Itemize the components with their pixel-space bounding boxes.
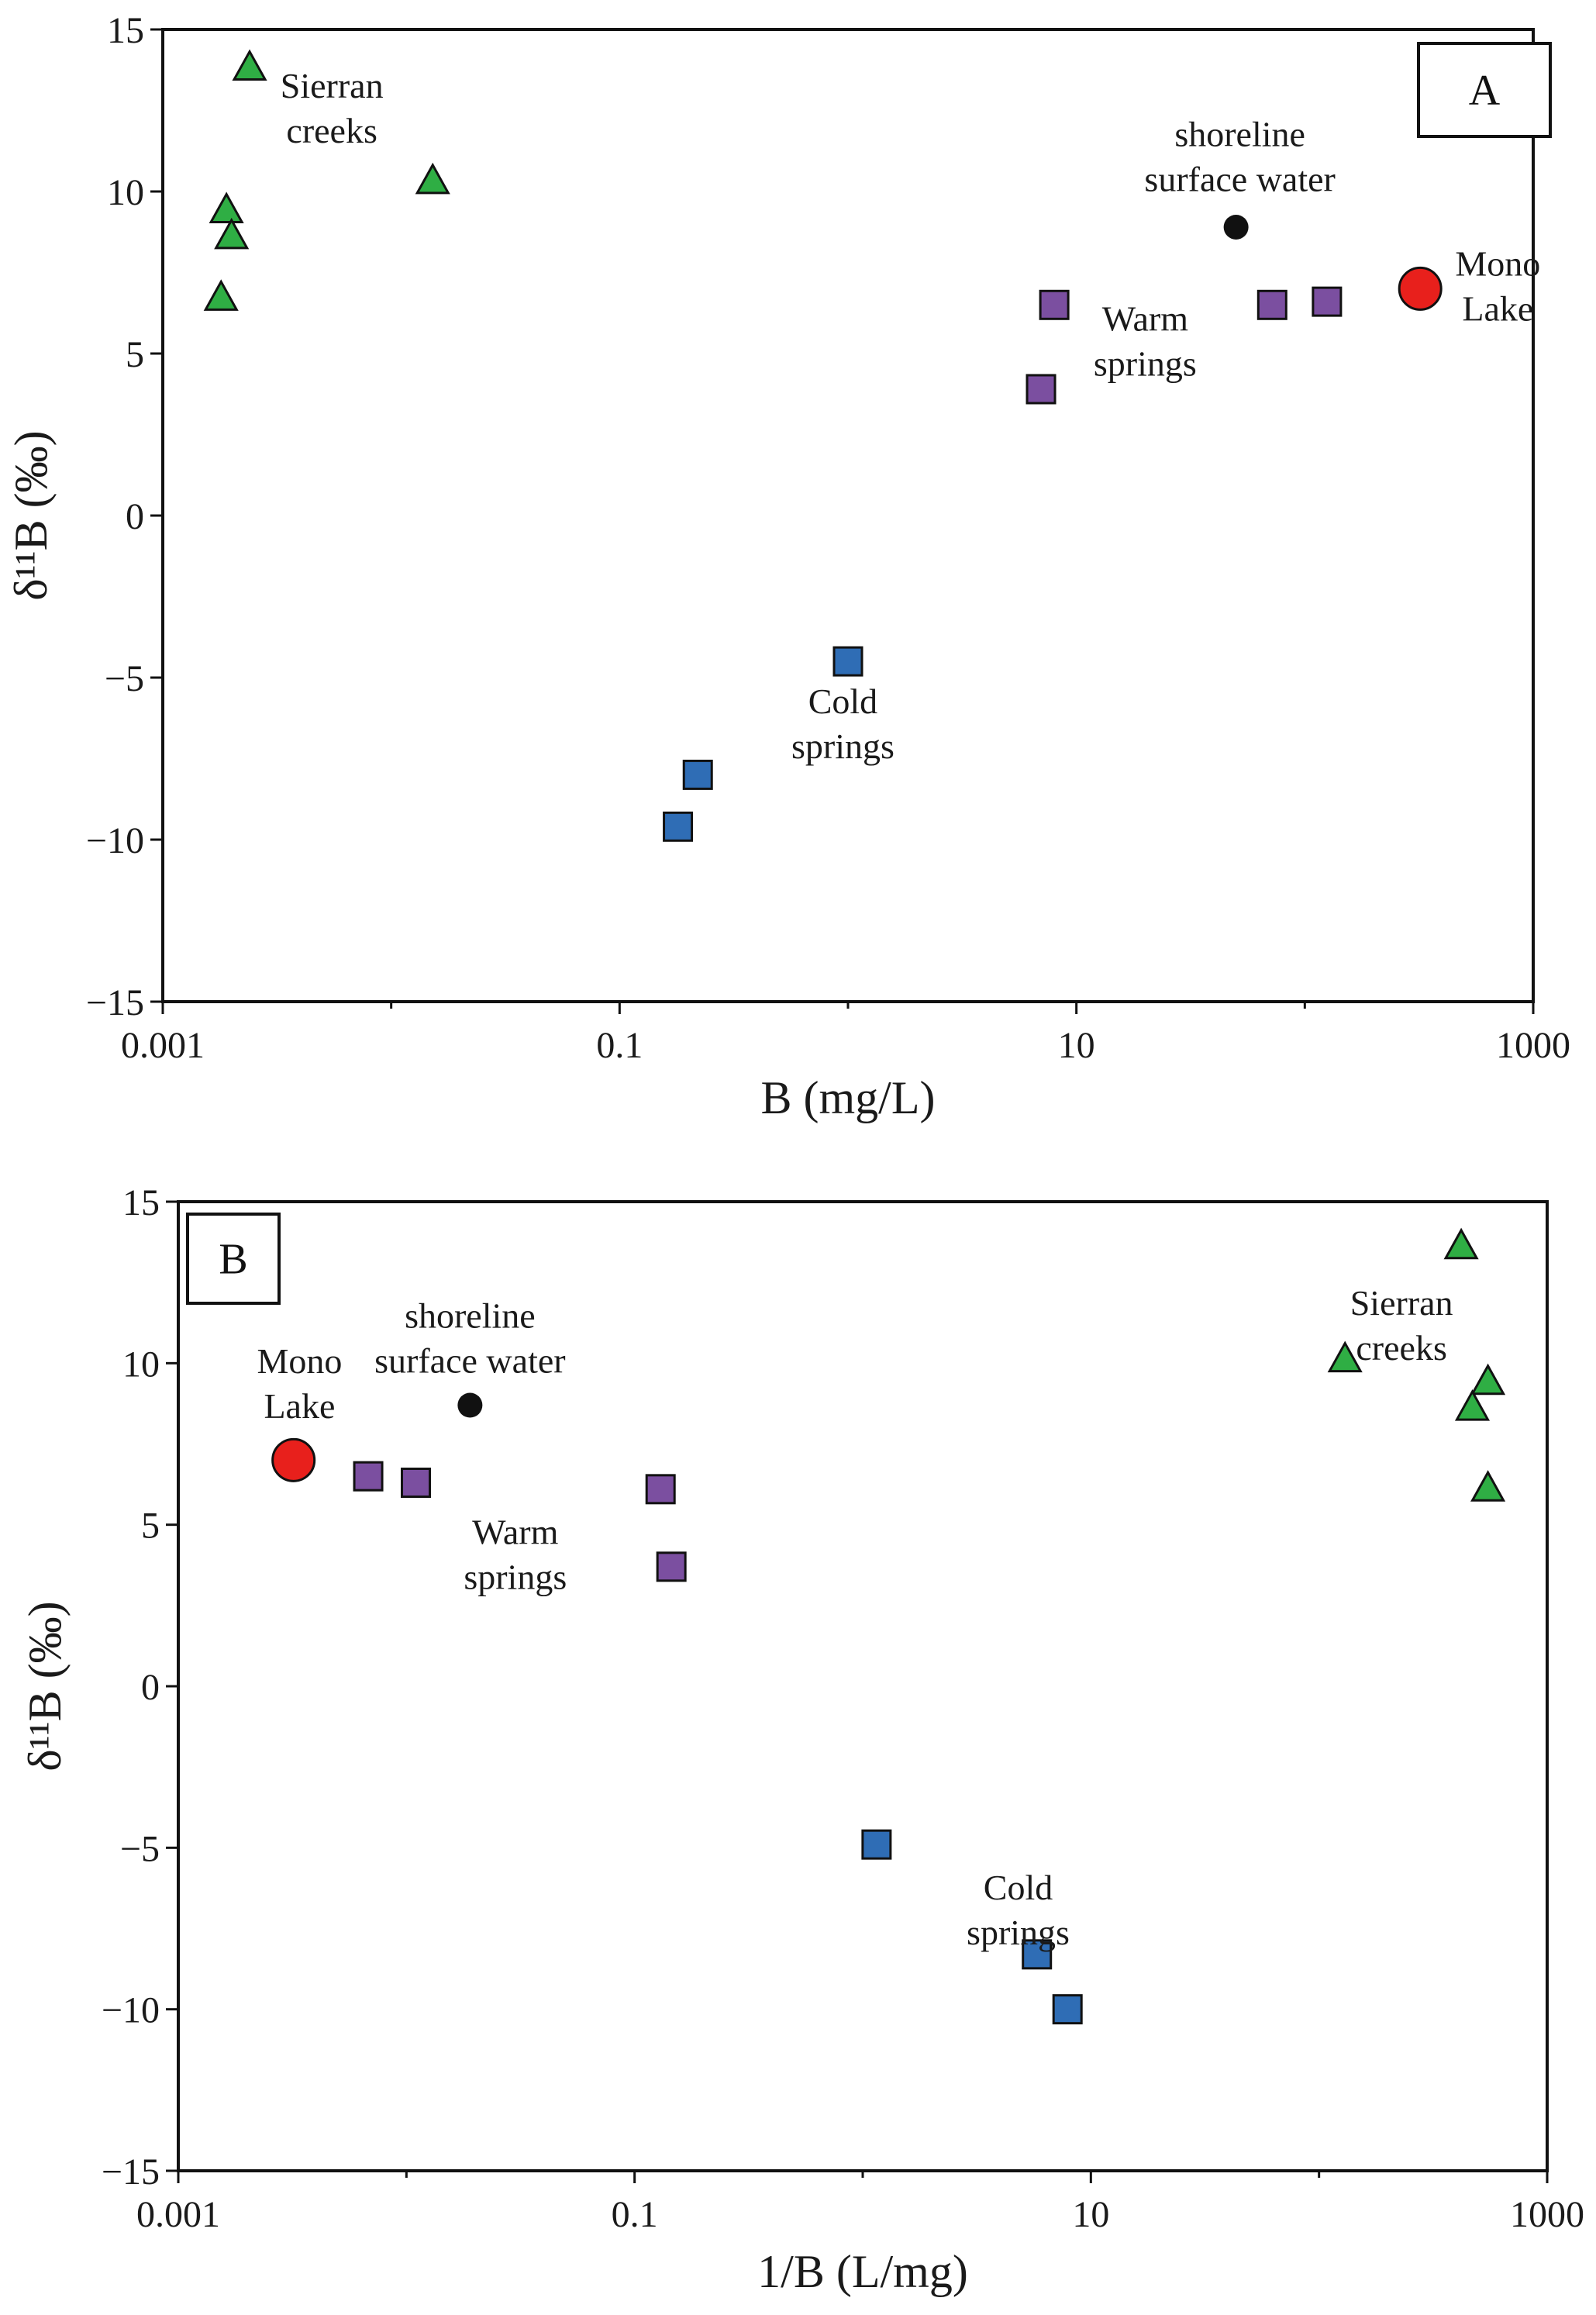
data-point-circle-large — [271, 1437, 316, 1482]
annotation-label: creeks — [286, 111, 377, 150]
annotation-label: springs — [464, 1558, 567, 1597]
x-tick-label: 1000 — [1496, 1025, 1570, 1066]
series-warm-springs — [1026, 286, 1343, 405]
data-point-triangle — [214, 217, 250, 250]
data-point-circle — [1223, 214, 1249, 240]
y-tick-label: −5 — [120, 1828, 160, 1869]
data-point-triangle — [203, 279, 239, 311]
series-shoreline-surface-water — [1223, 214, 1249, 240]
annotation-label: Warm — [1102, 299, 1188, 339]
annotation-label: Lake — [1462, 289, 1533, 329]
data-point-circle — [457, 1392, 483, 1418]
data-point-square — [645, 1474, 676, 1505]
chart-panel-a: 15 10 5 0 −5 −10 −150.001 0.1 10 1000 B (mg/L) δ¹¹B… — [5, 10, 1570, 1123]
x-tick-label: 0.1 — [612, 2194, 658, 2235]
annotation-label: springs — [1094, 344, 1197, 384]
y-tick-label: −10 — [86, 820, 144, 861]
annotation-label: creeks — [1356, 1328, 1446, 1368]
data-point-triangle — [209, 191, 244, 223]
series-shoreline-surface-water — [457, 1392, 483, 1418]
y-tick-label: 5 — [126, 334, 144, 375]
y-axis-title: δ¹¹B (‰) — [5, 430, 57, 600]
y-tick-label: 0 — [126, 496, 144, 537]
x-tick-label: 10 — [1072, 2194, 1109, 2235]
series-cold-springs — [663, 646, 863, 842]
panel-label: A — [1469, 67, 1501, 115]
x-tick-label: 10 — [1058, 1025, 1095, 1066]
data-point-square — [861, 1829, 892, 1860]
annotation-label: Cold — [984, 1868, 1053, 1907]
x-axis-title: B (mg/L) — [761, 1072, 936, 1123]
y-tick-label: −5 — [105, 658, 144, 699]
annotation-label: Lake — [264, 1386, 335, 1426]
x-tick-label: 0.001 — [121, 1025, 205, 1066]
series-sierran-creeks — [1327, 1227, 1506, 1502]
y-tick-label: −15 — [102, 2151, 160, 2193]
y-tick-label: 15 — [107, 10, 144, 51]
data-point-triangle — [1470, 1363, 1506, 1396]
data-point-triangle — [1454, 1389, 1491, 1421]
y-tick-label: −10 — [102, 1990, 160, 2031]
data-point-square — [1312, 286, 1343, 317]
y-tick-label: 5 — [141, 1506, 160, 1547]
series-cold-springs — [861, 1829, 1083, 2025]
y-tick-label: 0 — [141, 1667, 160, 1708]
data-point-square — [663, 811, 694, 842]
data-point-square — [1022, 1939, 1053, 1970]
data-point-triangle — [1327, 1340, 1363, 1373]
annotation-label: Mono — [257, 1341, 342, 1381]
annotation-label: springs — [967, 1913, 1070, 1952]
data-point-triangle — [1443, 1227, 1479, 1260]
panel-label: B — [219, 1236, 247, 1284]
panel-label-box — [186, 1213, 281, 1305]
annotation-label: Mono — [1455, 244, 1540, 284]
panel-label-box — [1417, 42, 1552, 138]
data-point-triangle — [232, 49, 267, 81]
data-point-circle-large — [1398, 266, 1443, 311]
y-tick-label: 15 — [122, 1182, 160, 1223]
data-point-square — [1039, 289, 1070, 320]
data-point-triangle — [415, 162, 450, 195]
annotation-label: surface water — [374, 1341, 565, 1381]
annotation-label: Warm — [472, 1513, 558, 1552]
annotation-label: springs — [791, 726, 895, 766]
data-point-square — [682, 759, 713, 790]
series-warm-springs — [353, 1461, 687, 1582]
y-tick-label: −15 — [86, 982, 144, 1023]
data-point-square — [1052, 1994, 1083, 2025]
annotation-label: Sierran — [1350, 1283, 1453, 1323]
series-mono-lake — [1398, 266, 1443, 311]
annotation-label: surface water — [1144, 159, 1335, 198]
x-tick-label: 0.001 — [136, 2194, 220, 2235]
series-sierran-creeks — [203, 49, 450, 311]
data-point-triangle — [1470, 1470, 1506, 1502]
x-tick-label: 1000 — [1510, 2194, 1584, 2235]
data-point-square — [401, 1468, 432, 1498]
y-tick-label: 10 — [122, 1344, 160, 1385]
series-mono-lake — [271, 1437, 316, 1482]
annotation-label: shoreline — [1174, 114, 1305, 154]
data-point-square — [353, 1461, 384, 1492]
data-point-square — [1026, 374, 1057, 405]
data-point-square — [1256, 289, 1287, 320]
annotation-label: shoreline — [405, 1296, 536, 1336]
x-tick-label: 0.1 — [596, 1025, 643, 1066]
annotation-label: Sierran — [281, 66, 384, 105]
y-axis-title: δ¹¹B (‰) — [19, 1601, 71, 1771]
x-axis-title: 1/B (L/mg) — [757, 2246, 968, 2297]
chart-panel-b: 15 10 5 0 −5 −10 −150.001 0.1 10 1000 1/B (L/mg) δ¹… — [19, 1182, 1584, 2297]
y-tick-label: 10 — [107, 172, 144, 213]
data-point-square — [656, 1551, 687, 1582]
annotation-label: Cold — [808, 681, 877, 721]
data-point-square — [832, 646, 863, 677]
